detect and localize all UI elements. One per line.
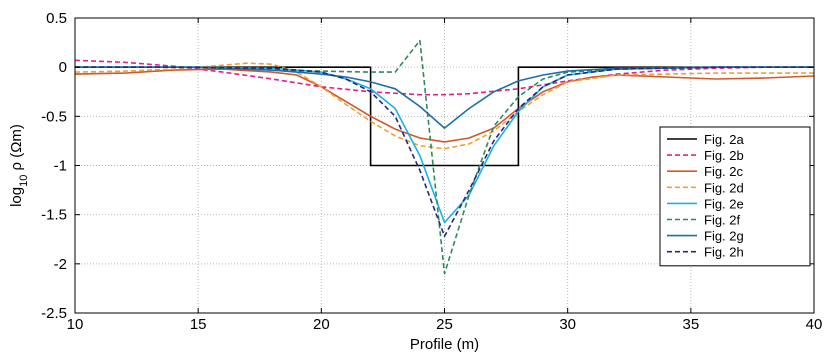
legend-label-4: Fig. 2d — [704, 180, 744, 195]
y-tick-label: -2 — [54, 256, 67, 273]
series-line-7 — [75, 66, 814, 129]
series-line-1 — [75, 66, 814, 167]
series-line-6 — [75, 39, 814, 275]
y-tick-label: -1.5 — [41, 207, 67, 224]
x-tick-label: 10 — [67, 316, 84, 333]
legend-label-2: Fig. 2b — [704, 148, 744, 163]
y-tick-label: 0.5 — [46, 10, 67, 27]
legend-label-1: Fig. 2a — [704, 132, 745, 147]
y-axis-label: log10 ρ (Ωm) — [8, 124, 30, 207]
series-layer — [74, 39, 815, 275]
legend-label-7: Fig. 2g — [704, 229, 744, 244]
y-tick-label: -2.5 — [41, 305, 67, 322]
x-tick-label: 25 — [436, 316, 453, 333]
x-axis-label: Profile (m) — [410, 336, 479, 353]
y-tick-label: -1 — [54, 158, 67, 175]
y-axis-label-rest: ρ (Ωm) — [8, 124, 25, 175]
series-line-3 — [74, 68, 815, 143]
y-tick-label: -0.5 — [41, 108, 67, 125]
x-tick-label: 40 — [806, 316, 823, 333]
x-tick-label: 35 — [682, 316, 699, 333]
legend-label-3: Fig. 2c — [704, 164, 744, 179]
x-tick-label: 15 — [190, 316, 207, 333]
y-axis-label-sub: 10 — [18, 175, 30, 187]
x-tick-label: 20 — [313, 316, 330, 333]
legend-label-5: Fig. 2e — [704, 196, 744, 211]
legend-box — [659, 126, 811, 267]
x-tick-label: 30 — [559, 316, 576, 333]
series-line-4 — [74, 62, 814, 150]
legend-label-8: Fig. 2h — [704, 245, 744, 260]
tick-labels: 10 15 20 25 30 35 40 0.5 0 -0.5 -1 -1.5 -2 -2.5 — [41, 10, 822, 333]
ticks — [74, 17, 815, 314]
y-tick-label: 0 — [59, 59, 67, 76]
series-line-8 — [75, 66, 814, 238]
legend-label-6: Fig. 2f — [704, 213, 741, 228]
y-axis-label-main: log — [8, 187, 25, 207]
